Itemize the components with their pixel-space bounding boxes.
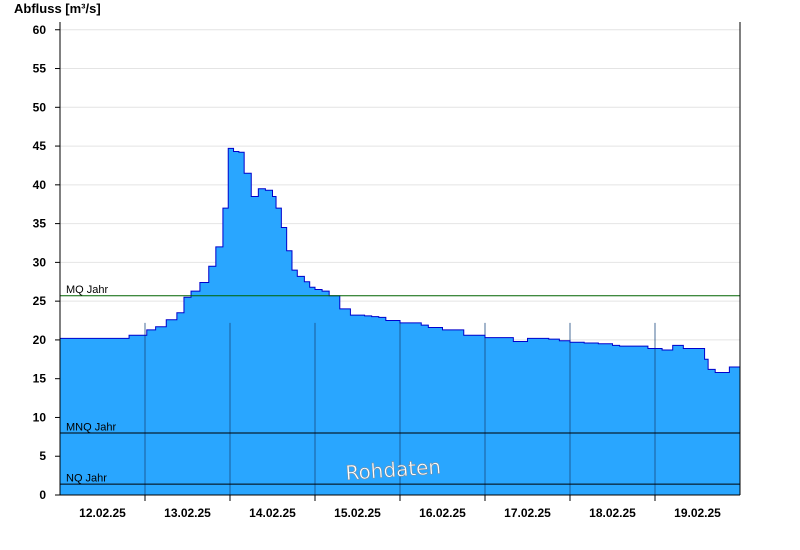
- y-tick-label: 45: [33, 139, 47, 153]
- y-tick-label: 35: [33, 217, 47, 231]
- reference-line-label: MNQ Jahr: [66, 421, 116, 433]
- y-tick-label: 10: [33, 410, 47, 424]
- x-tick-label: 15.02.25: [334, 506, 381, 520]
- x-tick-label: 19.02.25: [674, 506, 721, 520]
- discharge-line-series: [60, 147, 741, 373]
- day-boundary-lines: [144, 322, 656, 495]
- y-axis-title: Abfluss [m³/s]: [14, 1, 101, 16]
- reference-lines: MQ Jahr MNQ Jahr NQ Jahr: [60, 284, 740, 485]
- y-tick-label: 30: [33, 255, 47, 269]
- y-tick-label: 15: [33, 372, 47, 386]
- y-tick-label: 40: [33, 178, 47, 192]
- reference-line-label: MQ Jahr: [66, 284, 109, 296]
- y-tick-label: 50: [33, 100, 47, 114]
- y-tick-labels: 0 5 10 15 20 25 30 35 40 45 50 55 60: [33, 23, 60, 502]
- y-tick-label: 25: [33, 294, 47, 308]
- y-tick-label: 0: [39, 488, 46, 502]
- x-tick-label: 14.02.25: [249, 506, 296, 520]
- x-tick-labels: 12.02.25 13.02.25 14.02.25 15.02.25 16.02.25…: [79, 495, 721, 520]
- reference-line-label: NQ Jahr: [66, 473, 107, 485]
- x-tick-label: 12.02.25: [79, 506, 126, 520]
- x-tick-label: 16.02.25: [419, 506, 466, 520]
- y-tick-label: 20: [33, 333, 47, 347]
- x-tick-label: 18.02.25: [589, 506, 636, 520]
- x-tick-label: 13.02.25: [164, 506, 211, 520]
- y-tick-label: 5: [39, 449, 46, 463]
- x-tick-label: 17.02.25: [504, 506, 551, 520]
- y-tick-label: 60: [33, 23, 47, 37]
- y-tick-label: 55: [33, 62, 47, 76]
